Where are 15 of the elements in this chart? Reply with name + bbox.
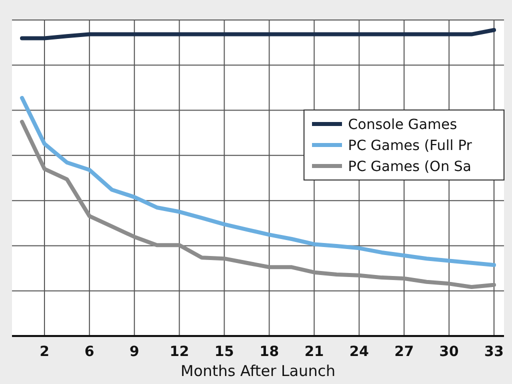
x-tick-label: 12 [170, 344, 190, 360]
x-tick-label: 33 [484, 344, 504, 360]
x-tick-label: 9 [130, 344, 140, 360]
x-tick-label: 18 [259, 344, 279, 360]
x-tick-label: 6 [84, 344, 94, 360]
x-tick-label: 21 [304, 344, 324, 360]
legend-label: PC Games (On Sa [348, 159, 472, 175]
x-tick-label: 24 [349, 344, 370, 360]
x-tick-label: 30 [439, 344, 460, 360]
x-tick-label: 2 [40, 344, 50, 360]
legend-label: Console Games [348, 117, 457, 133]
x-tick-label: 27 [394, 344, 414, 360]
x-axis-title: Months After Launch [180, 362, 336, 380]
x-tick-label: 15 [214, 344, 234, 360]
legend-label: PC Games (Full Pr [348, 138, 472, 154]
